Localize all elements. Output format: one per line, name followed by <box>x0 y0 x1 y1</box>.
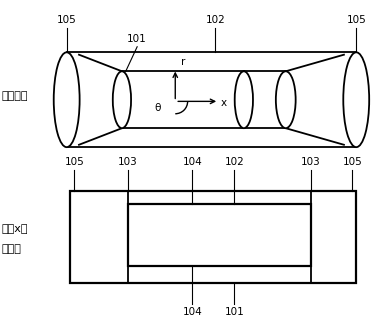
Text: θ: θ <box>154 103 161 113</box>
Text: 103: 103 <box>301 157 320 167</box>
Ellipse shape <box>113 71 131 128</box>
Text: 的剖面: 的剖面 <box>2 244 22 253</box>
Text: 105: 105 <box>346 15 366 25</box>
Ellipse shape <box>54 52 80 147</box>
Text: 105: 105 <box>343 157 362 167</box>
Ellipse shape <box>276 71 296 128</box>
Bar <box>128 204 311 266</box>
Text: 105: 105 <box>57 15 77 25</box>
Text: 101: 101 <box>127 34 147 44</box>
Text: 104: 104 <box>182 307 202 317</box>
Text: 三维结构: 三维结构 <box>2 92 29 101</box>
Bar <box>70 191 356 283</box>
Text: r: r <box>181 57 185 67</box>
Ellipse shape <box>235 71 253 128</box>
Text: 102: 102 <box>224 157 244 167</box>
Text: x: x <box>220 98 226 108</box>
Text: 104: 104 <box>182 157 202 167</box>
Text: 平行x轴: 平行x轴 <box>2 224 29 234</box>
Text: 101: 101 <box>224 307 244 317</box>
Text: 105: 105 <box>64 157 84 167</box>
Text: 102: 102 <box>205 15 225 25</box>
Text: 103: 103 <box>118 157 138 167</box>
Ellipse shape <box>343 52 369 147</box>
